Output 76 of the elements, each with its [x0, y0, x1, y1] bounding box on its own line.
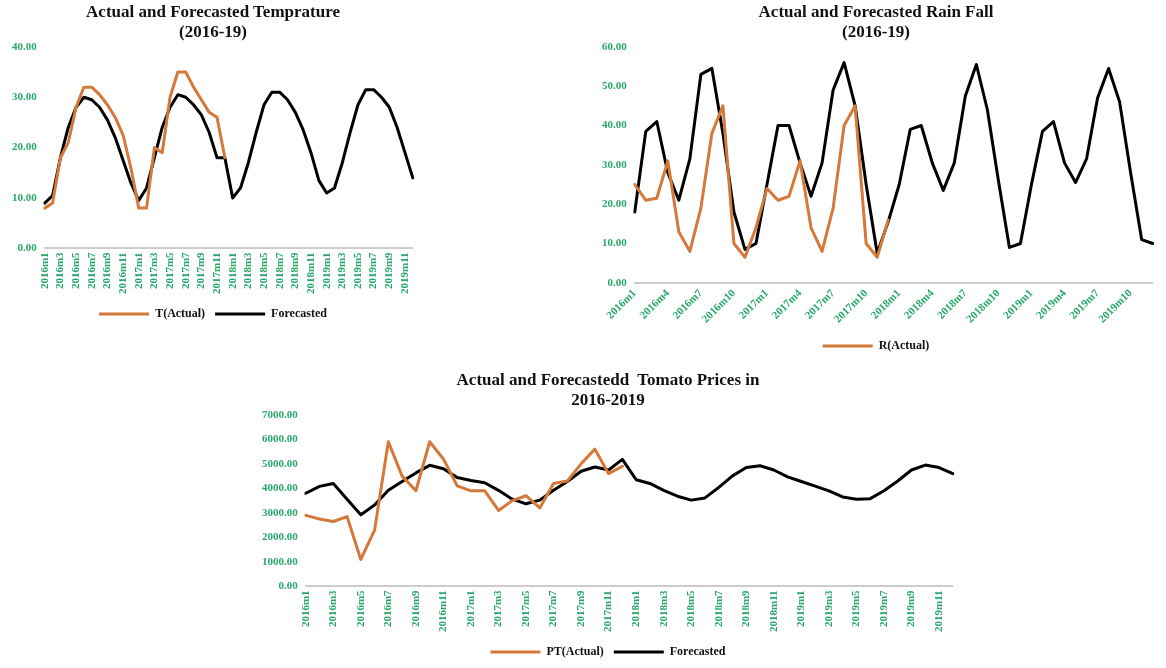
y-tick-label: 40.00	[12, 39, 38, 52]
x-tick-label: 2016m7	[381, 589, 394, 628]
y-tick-label: 4000.00	[262, 481, 299, 494]
x-tick-label: 2016m11	[115, 252, 128, 295]
x-tick-label: 2019m7	[366, 251, 379, 290]
x-tick-label: 2016m9	[408, 589, 421, 628]
x-tick-label: 2019m7	[876, 589, 889, 628]
y-tick-label: 0.00	[17, 241, 38, 254]
x-tick-label: 2018m7	[272, 251, 285, 290]
y-tick-label: 50.00	[602, 78, 628, 91]
chart-title: Actual and Forecastedd Tomato Prices in 2016-2019	[456, 369, 760, 409]
chart-title: Actual and Forecasted Rain Fall (2016-19)	[758, 1, 994, 41]
x-tick-label: 2017m3	[491, 589, 504, 628]
x-tick-label: 2016m7	[84, 251, 97, 290]
y-tick-label: 1000.00	[262, 554, 299, 567]
x-tick-label: 2016m5	[353, 589, 366, 628]
y-tick-label: 20.00	[602, 197, 628, 210]
y-tick-label: 30.00	[602, 157, 628, 170]
y-tick-label: 3000.00	[262, 505, 299, 518]
x-tick-label: 2016m5	[68, 251, 81, 290]
x-tick-label: 2017m1	[463, 590, 476, 628]
y-tick-label: 2000.00	[262, 530, 299, 543]
x-tick-label: 2019m1	[319, 252, 332, 290]
x-tick-label: 2019m5	[849, 589, 862, 628]
legend-label: PT(Actual)	[546, 644, 604, 659]
x-tick-label: 2019m11	[931, 590, 944, 633]
x-tick-label: 2016m1	[298, 590, 311, 628]
x-tick-label: 2016m3	[53, 251, 66, 290]
x-tick-label: 2017m11	[209, 252, 222, 295]
x-tick-label: 2018m1	[225, 252, 238, 290]
y-tick-label: 30.00	[12, 90, 38, 103]
y-tick-label: 10.00	[602, 236, 628, 249]
x-tick-label: 2019m1	[794, 590, 807, 628]
y-tick-label: 6000.00	[262, 432, 299, 445]
y-tick-label: 0.00	[607, 275, 628, 288]
x-tick-label: 2017m5	[162, 251, 175, 290]
y-tick-label: 0.00	[278, 579, 299, 592]
x-tick-label: 2017m9	[573, 589, 586, 628]
x-tick-label: 2017m9	[194, 251, 207, 290]
x-tick-label: 2019m11	[397, 252, 410, 295]
x-tick-label: 2018m3	[241, 251, 254, 290]
chart-title: Actual and Forecasted Temprature (2016-19)	[86, 1, 341, 41]
x-tick-label: 2018m5	[684, 589, 697, 628]
x-tick-label: 2017m1	[131, 252, 144, 290]
y-tick-label: 40.00	[602, 118, 628, 131]
y-tick-label: 5000.00	[262, 456, 299, 469]
x-tick-label: 2019m9	[382, 251, 395, 290]
legend-label: Forecasted	[669, 644, 726, 659]
x-tick-label: 2018m7	[711, 589, 724, 628]
legend-label: R(Actual)	[878, 338, 930, 353]
y-tick-label: 20.00	[12, 140, 38, 153]
x-tick-label: 2016m1	[37, 252, 50, 290]
x-tick-label: 2018m3	[656, 589, 669, 628]
x-tick-label: 2018m11	[766, 590, 779, 633]
y-tick-label: 10.00	[12, 190, 38, 203]
x-tick-label: 2018m9	[739, 589, 752, 628]
x-tick-label: 2018m5	[256, 251, 269, 290]
x-tick-label: 2019m9	[904, 589, 917, 628]
y-tick-label: 60.00	[602, 39, 628, 52]
x-tick-label: 2019m5	[350, 251, 363, 290]
x-tick-label: 2017m7	[178, 251, 191, 290]
x-tick-label: 2016m3	[326, 589, 339, 628]
x-tick-label: 2018m1	[629, 590, 641, 628]
x-tick-label: 2016m9	[100, 251, 113, 290]
x-tick-label: 2017m11	[601, 590, 614, 633]
x-tick-label: 2018m9	[288, 251, 301, 290]
x-tick-label: 2016m11	[436, 590, 449, 633]
legend-label: T(Actual)	[155, 306, 206, 321]
x-tick-label: 2018m11	[303, 252, 316, 295]
y-tick-label: 7000.00	[262, 407, 299, 420]
legend-label: Forecasted	[271, 306, 328, 321]
x-tick-label: 2019m3	[335, 251, 348, 290]
x-tick-label: 2017m7	[546, 589, 559, 628]
x-tick-label: 2017m3	[147, 251, 160, 290]
x-tick-label: 2019m3	[821, 589, 834, 628]
x-tick-label: 2017m5	[518, 589, 531, 628]
